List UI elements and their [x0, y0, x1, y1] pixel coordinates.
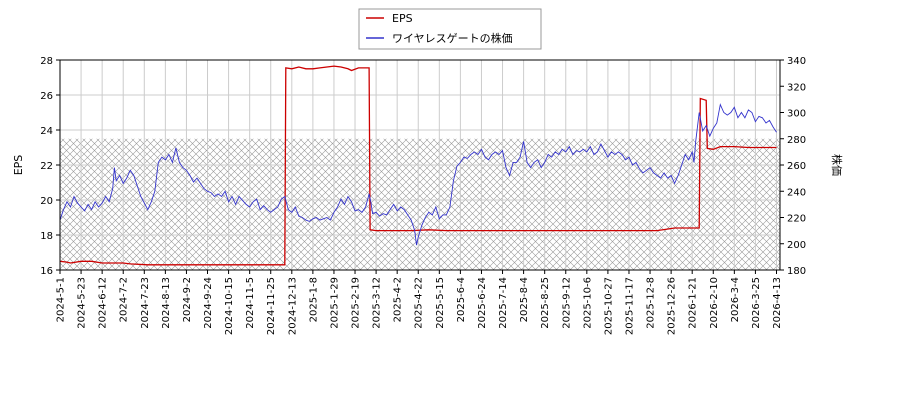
hatched-band — [60, 138, 780, 270]
x-tick-label: 2025-9-12 — [561, 277, 572, 329]
x-tick-label: 2024-5-23 — [77, 277, 88, 329]
y-tick-label-left: 16 — [40, 266, 53, 277]
x-tick-label: 2025-4-22 — [414, 277, 425, 329]
y-tick-label-right: 300 — [787, 109, 806, 120]
y-tick-label-left: 18 — [40, 231, 53, 242]
x-tick-label: 2025-4-2 — [393, 277, 404, 322]
eps-series-line — [60, 65, 777, 266]
x-tick-label: 2025-12-8 — [646, 277, 657, 329]
x-tick-label: 2025-11-17 — [624, 277, 635, 335]
y-tick-label-right: 280 — [787, 135, 806, 146]
y-tick-label-right: 340 — [787, 56, 806, 67]
x-tick-label: 2024-10-15 — [224, 277, 235, 335]
x-tick-label: 2025-6-4 — [456, 277, 467, 322]
x-tick-label: 2026-3-4 — [730, 277, 741, 322]
x-tick-label: 2024-12-13 — [287, 277, 298, 335]
y-tick-label-left: 20 — [40, 196, 53, 207]
x-tick-label: 2025-8-4 — [519, 277, 530, 322]
x-tick-label: 2024-7-23 — [140, 277, 151, 329]
legend: EPS ワイヤレスゲートの株価 — [358, 8, 542, 50]
x-tick-label: 2024-9-24 — [203, 277, 214, 329]
y-tick-label-left: 26 — [40, 91, 53, 102]
x-tick-label: 2025-5-15 — [435, 277, 446, 329]
legend-eps-label: EPS — [392, 12, 413, 25]
y-tick-label-left: 28 — [40, 56, 53, 67]
y-axis-label-left: EPS — [12, 155, 25, 176]
series-layer — [60, 65, 777, 266]
x-tick-label: 2025-1-8 — [308, 277, 319, 322]
axes: 16 18 20 22 24 26 28 180 200 220 240 260 280 300 320 34… — [40, 56, 806, 335]
legend-price-label: ワイヤレスゲートの株価 — [392, 31, 513, 45]
x-tick-label: 2024-11-5 — [245, 277, 256, 329]
grid-lines — [59, 59, 780, 271]
x-tick-label: 2025-10-6 — [582, 277, 593, 329]
x-tick-label: 2026-2-10 — [709, 277, 720, 329]
x-tick-label: 2025-8-25 — [540, 277, 551, 329]
legend-box — [358, 8, 542, 50]
y-tick-label-right: 180 — [787, 266, 806, 277]
y-axis-label-right: 株価 — [830, 154, 844, 176]
x-tick-label: 2024-7-2 — [119, 277, 130, 322]
x-tick-label: 2025-1-29 — [329, 277, 340, 329]
x-tick-label: 2025-6-24 — [477, 277, 488, 329]
x-tick-label: 2026-4-13 — [772, 277, 783, 329]
x-tick-label: 2024-11-25 — [266, 277, 277, 335]
x-tick-label: 2025-10-27 — [603, 277, 614, 335]
x-tick-label: 2025-3-12 — [372, 277, 383, 329]
x-tick-label: 2025-12-26 — [667, 277, 678, 335]
x-tick-label: 2026-1-21 — [688, 277, 699, 329]
x-tick-label: 2024-8-13 — [161, 277, 172, 329]
y-tick-label-right: 240 — [787, 187, 806, 198]
y-tick-label-right: 320 — [787, 82, 806, 93]
x-tick-label: 2025-2-19 — [351, 277, 362, 329]
stock-price-series-line — [60, 103, 777, 246]
x-tick-label: 2024-5-1 — [56, 277, 67, 322]
y-tick-label-right: 200 — [787, 240, 806, 251]
y-tick-label-left: 24 — [40, 126, 53, 137]
x-tick-label: 2026-3-25 — [751, 277, 762, 329]
y-tick-label-right: 260 — [787, 161, 806, 172]
x-tick-label: 2024-9-2 — [182, 277, 193, 322]
x-tick-label: 2025-7-14 — [498, 277, 509, 329]
y-tick-label-right: 220 — [787, 214, 806, 225]
y-tick-label-left: 22 — [40, 161, 53, 172]
x-tick-label: 2024-6-12 — [98, 277, 109, 329]
